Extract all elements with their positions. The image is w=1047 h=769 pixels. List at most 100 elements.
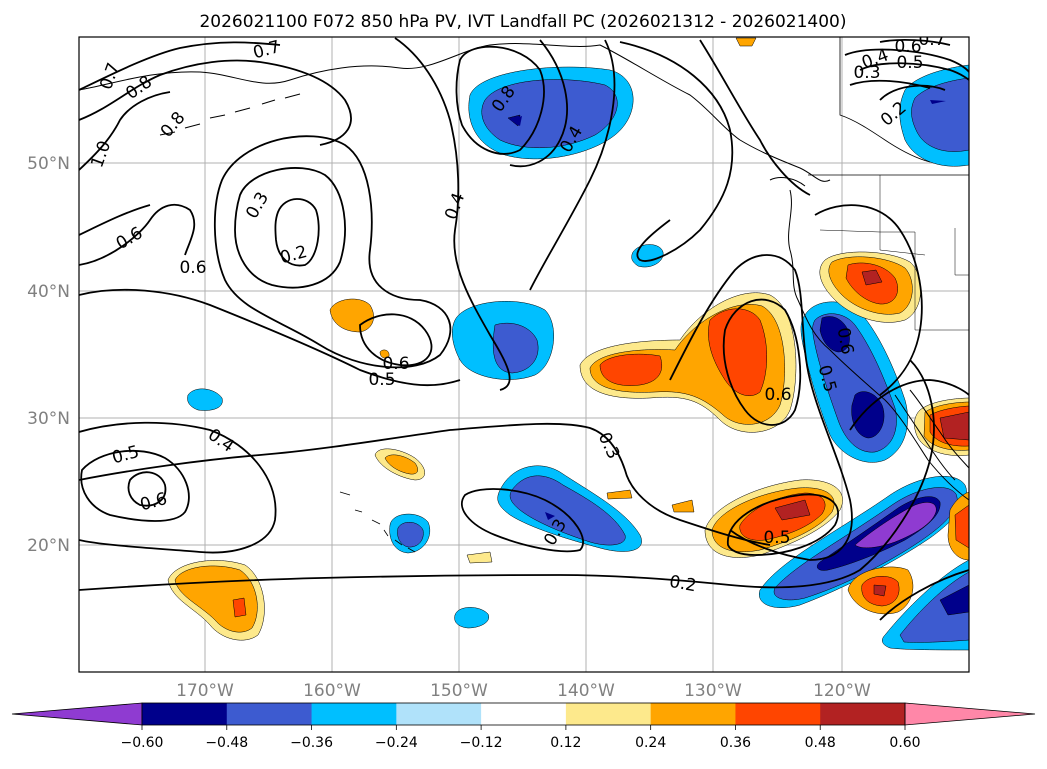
clabel-22: 0.6: [833, 326, 857, 356]
colorbar-segment: [820, 703, 906, 725]
colorbar-segment: [650, 703, 736, 725]
figure-title: 2026021100 F072 850 hPa PV, IVT Landfall…: [199, 12, 846, 32]
colorbar: −0.60 −0.48 −0.36 −0.24 −0.12 0.12 0.24 0.36 0.4…: [11, 702, 1036, 751]
clabel-27: 0.7: [918, 30, 945, 50]
contour-0.6-coastal: [722, 298, 802, 426]
shade-positive-south-central-center: [774, 499, 811, 521]
contour-0.4-coastal: [814, 204, 923, 396]
contour-0.6-west: [79, 203, 196, 266]
map-frame: [78, 36, 970, 673]
lon-label-130w: 130°W: [684, 681, 742, 701]
pv-contours: [79, 37, 969, 621]
lat-label-40n: 40°N: [27, 282, 70, 302]
shade-negative-small-2: [187, 388, 223, 411]
colorbar-tick-label: 0.48: [805, 735, 836, 751]
shade-positive-east-edge-center: [939, 411, 969, 441]
lon-label-150w: 150°W: [430, 681, 488, 701]
contour-0.5-southeast: [849, 379, 969, 431]
contour-0.4-gulf: [529, 39, 616, 291]
contour-0.4-northeast: [849, 79, 931, 89]
clabel-17: 0.6: [764, 385, 791, 405]
marker-northeast: [930, 100, 946, 104]
shade-negative-southeast-band-peak: [854, 502, 937, 549]
shade-positive-small-2: [379, 349, 390, 359]
latitude-labels: 20°N 30°N 40°N 50°N: [27, 154, 70, 556]
alaska-coast: [79, 43, 831, 182]
contour-0.2-northeast: [879, 84, 946, 101]
shade-negative-coastal-center: [819, 316, 850, 353]
aleutian-islands: [159, 93, 301, 136]
contour-0.2-south: [79, 359, 935, 591]
colorbar-segment: [311, 703, 397, 725]
colorbar-segment: [735, 703, 821, 725]
vector-markers: [510, 100, 946, 520]
contour-0.4-central: [394, 37, 511, 391]
colorbar-tick-label: −0.60: [121, 735, 164, 751]
contour-0.6-southwest: [127, 471, 167, 507]
clabel-29: 0.6: [894, 37, 921, 57]
contour-0.8-gulf: [455, 45, 545, 155]
shade-negative-small-4: [454, 607, 490, 629]
shade-negative-small-3-core: [397, 522, 424, 548]
contour-0.8-north: [79, 59, 352, 146]
longitude-labels: 170°W 160°W 150°W 140°W 130°W 120°W: [176, 681, 871, 701]
shade-negative-southeast-corner-core: [899, 571, 969, 643]
marker-gulf-alaska: [510, 116, 522, 126]
shade-positive-central-core: [599, 353, 663, 386]
colorbar-tick-label: −0.36: [290, 735, 333, 751]
gulf-california-coast: [909, 389, 969, 469]
colorbar-segment-extend-high: [904, 702, 1036, 726]
contour-0.4-southwest: [79, 421, 277, 554]
lon-label-170w: 170°W: [176, 681, 234, 701]
clabel-20: 0.5: [763, 528, 790, 548]
contour-0.5-east: [699, 39, 811, 196]
contour-0.5-southcentral: [727, 493, 839, 556]
contour-0.5-southwest: [80, 449, 190, 522]
clabel-25: 0.3: [853, 63, 880, 83]
contour-0.6-southeast: [879, 569, 969, 621]
contour-0.6-gulf: [509, 39, 568, 168]
colorbar-segment: [481, 703, 567, 725]
colorbar-segment: [396, 703, 482, 725]
colorbar-tick-label: −0.12: [460, 735, 503, 751]
shade-positive-small-6: [466, 551, 493, 564]
contour-0.7-north: [79, 41, 281, 91]
shade-positive-southeast-edge-core: [954, 504, 969, 549]
shade-negative-central-2-core: [509, 475, 626, 546]
clabel-28: 0.5: [896, 53, 923, 73]
clabel-13: 0.5: [368, 370, 395, 390]
contour-0.3-central: [619, 41, 734, 262]
colorbar-outline: [141, 702, 906, 726]
colorbar-tick-label: 0.12: [550, 735, 581, 751]
contour-0.3-hawaii: [460, 488, 584, 553]
shade-positive-central-core-2: [708, 308, 767, 396]
contour-0.5-northeast: [859, 62, 969, 81]
contour-0.2-low: [274, 198, 320, 267]
colorbar-tick-label: 0.24: [635, 735, 666, 751]
clabel-12: 0.6: [382, 354, 409, 374]
shade-negative-gulf-alaska-core: [481, 79, 618, 149]
shade-positive-small-7: [735, 37, 757, 47]
colorbar-tick-label: 0.60: [889, 735, 920, 751]
lon-label-120w: 120°W: [813, 681, 871, 701]
shade-positive-south-center: [873, 584, 887, 597]
lat-label-50n: 50°N: [27, 154, 70, 174]
colorbar-tick-label: −0.24: [375, 735, 418, 751]
contour-0.3-low: [234, 167, 346, 289]
contour-0.4-low: [213, 135, 452, 369]
hawaii-islands: [339, 491, 416, 553]
lat-label-30n: 30°N: [27, 409, 70, 429]
lat-label-20n: 20°N: [27, 536, 70, 556]
baja-california: [894, 394, 956, 481]
lon-label-160w: 160°W: [303, 681, 361, 701]
colorbar-tick-label: −0.48: [205, 735, 248, 751]
north-america-west-coast: [788, 189, 969, 501]
clabel-5: 0.6: [179, 258, 206, 278]
clabel-21: 0.2: [668, 572, 698, 596]
contour-0.5-coastal: [669, 254, 853, 561]
contour-0.3-south: [79, 422, 771, 546]
shade-positive-small-3-core: [384, 454, 418, 475]
contour-0.6-northwest: [79, 204, 151, 236]
colorbar-segment: [565, 703, 652, 725]
